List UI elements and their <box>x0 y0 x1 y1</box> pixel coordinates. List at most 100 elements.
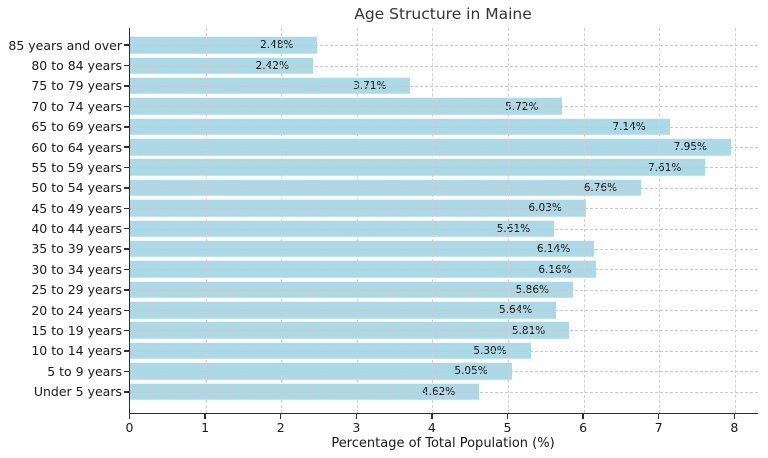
x-axis-tick-label: 3 <box>352 420 361 435</box>
bar-row: 6.16% <box>130 259 758 279</box>
bar-row: 5.64% <box>130 300 758 320</box>
gridline-horizontal <box>130 310 758 312</box>
y-axis-label: 35 to 39 years <box>31 241 122 257</box>
x-tick-mark <box>431 414 433 419</box>
y-tick-mark <box>124 85 130 87</box>
bar-row: 2.42% <box>130 55 758 75</box>
gridline-vertical <box>356 28 358 413</box>
y-tick-mark <box>124 166 130 169</box>
bar-row: 7.95% <box>130 137 758 157</box>
y-tick-mark <box>124 309 130 311</box>
y-axis-label: 60 to 64 years <box>31 139 122 155</box>
bar-row: 6.76% <box>130 178 758 198</box>
y-axis-label: 55 to 59 years <box>31 159 122 175</box>
y-tick-mark <box>124 268 130 271</box>
y-axis-label: 5 to 9 years <box>47 363 122 379</box>
gridline-horizontal <box>130 65 758 67</box>
gridline-vertical <box>659 28 661 413</box>
y-axis-labels: 85 years and over 80 to 84 years 75 to 79 … <box>0 35 122 402</box>
bar-row: 3.71% <box>130 76 758 96</box>
y-axis-label: 85 years and over <box>8 37 122 53</box>
y-axis-label: 40 to 44 years <box>31 221 122 237</box>
bar-row: 5.72% <box>130 96 758 116</box>
y-tick-mark <box>124 126 130 128</box>
x-axis-tick-label: 4 <box>427 420 436 435</box>
y-tick-mark <box>124 370 130 373</box>
y-tick-mark <box>124 391 130 393</box>
x-tick-mark <box>733 414 736 419</box>
y-axis-label: 10 to 14 years <box>31 343 122 359</box>
x-tick-mark <box>204 414 206 419</box>
bar-row: 5.05% <box>130 361 758 381</box>
bar-row: 5.61% <box>130 218 758 238</box>
y-axis-label: 75 to 79 years <box>31 78 122 94</box>
y-tick-mark <box>124 146 130 148</box>
x-tick-mark <box>279 414 282 419</box>
y-axis-label: 30 to 34 years <box>31 261 122 277</box>
gridline-horizontal <box>130 330 758 332</box>
y-axis-label: 25 to 29 years <box>31 282 122 298</box>
x-tick-mark <box>128 414 131 419</box>
bar-row: 5.86% <box>130 280 758 300</box>
y-axis-label: 50 to 54 years <box>31 180 122 196</box>
gridline-horizontal <box>130 106 758 108</box>
bar-row: 5.81% <box>130 320 758 340</box>
plot-area: 2.48% 2.42% 3.71% 5.72% 7.14% 7.95% 7.61% 6.76%… <box>129 28 758 414</box>
bar-row: 7.61% <box>130 157 758 177</box>
x-tick-mark <box>355 414 358 419</box>
gridline-vertical <box>281 28 283 413</box>
gridline-horizontal <box>130 147 758 149</box>
gridline-horizontal <box>130 228 758 230</box>
x-axis-title: Percentage of Total Population (%) <box>331 436 555 451</box>
gridline-vertical <box>432 28 434 413</box>
x-axis-tick-label: 7 <box>654 420 663 435</box>
gridline-vertical <box>205 28 207 413</box>
y-tick-mark <box>124 350 130 352</box>
gridline-horizontal <box>130 248 758 250</box>
x-tick-mark <box>582 414 584 419</box>
x-tick-mark <box>657 414 660 419</box>
bar-row: 6.03% <box>130 198 758 218</box>
y-tick-mark <box>124 44 130 46</box>
gridline-horizontal <box>130 85 758 87</box>
bar-row: 2.48% <box>130 35 758 55</box>
bar-row: 6.14% <box>130 239 758 259</box>
y-tick-mark <box>124 248 130 250</box>
gridline-horizontal <box>130 167 758 169</box>
y-tick-mark <box>124 227 130 230</box>
x-axis-tick-label: 5 <box>503 420 512 435</box>
y-axis-label: 15 to 19 years <box>31 322 122 338</box>
gridline-horizontal <box>130 289 758 291</box>
y-axis-label: Under 5 years <box>33 384 122 400</box>
gridline-horizontal <box>130 371 758 373</box>
gridline-horizontal <box>130 208 758 210</box>
gridline-vertical <box>734 28 736 413</box>
y-axis-label: 20 to 24 years <box>31 302 122 318</box>
y-tick-mark <box>124 329 130 332</box>
gridline-horizontal <box>130 391 758 393</box>
gridline-vertical <box>508 28 509 413</box>
x-tick-mark <box>506 414 509 419</box>
y-tick-mark <box>124 64 130 67</box>
y-axis-label: 65 to 69 years <box>31 119 122 135</box>
bar-row: 5.30% <box>130 341 758 361</box>
y-tick-mark <box>124 187 130 189</box>
bars-container: 2.48% 2.42% 3.71% 5.72% 7.14% 7.95% 7.61% 6.76%… <box>130 35 758 402</box>
bar-row: 4.62% <box>130 381 758 401</box>
gridline-horizontal <box>130 45 758 47</box>
bar-row: 7.14% <box>130 117 758 137</box>
y-tick-mark <box>124 289 130 291</box>
x-axis-tick-label: 1 <box>201 420 210 435</box>
x-axis-tick-label: 0 <box>125 420 134 435</box>
y-axis-label: 45 to 49 years <box>31 200 122 216</box>
y-tick-mark <box>124 207 130 210</box>
y-axis-label: 80 to 84 years <box>31 58 122 74</box>
x-axis-tick-label: 8 <box>730 420 739 435</box>
x-axis-tick-label: 6 <box>579 420 588 435</box>
y-tick-mark <box>124 105 130 108</box>
chart-title: Age Structure in Maine <box>354 5 532 23</box>
x-axis-tick-label: 2 <box>276 420 285 435</box>
gridline-horizontal <box>130 350 758 352</box>
gridline-horizontal <box>130 126 758 128</box>
